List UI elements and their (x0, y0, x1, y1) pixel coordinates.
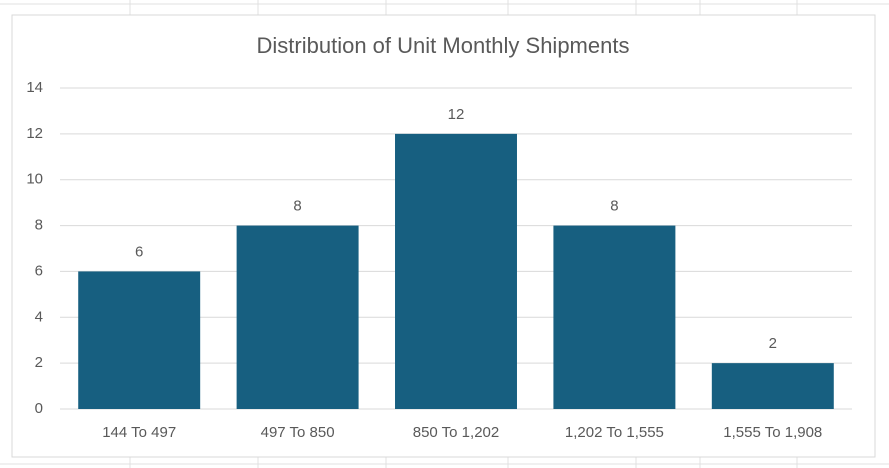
y-tick-label: 2 (35, 354, 43, 371)
y-tick-label: 4 (35, 308, 43, 325)
x-tick-label: 497 To 850 (261, 424, 335, 441)
bar (711, 363, 834, 409)
y-tick-label: 12 (26, 125, 43, 142)
value-label: 6 (135, 243, 143, 260)
x-tick-label: 1,202 To 1,555 (565, 424, 664, 441)
bar (78, 271, 201, 409)
x-tick-label: 1,555 To 1,908 (723, 424, 822, 441)
x-tick-label: 850 To 1,202 (413, 424, 499, 441)
value-label: 2 (769, 335, 777, 352)
bar (553, 225, 676, 409)
y-tick-label: 6 (35, 262, 43, 279)
bar (236, 225, 359, 409)
x-tick-label: 144 To 497 (102, 424, 176, 441)
y-tick-label: 10 (26, 171, 43, 188)
chart-title: Distribution of Unit Monthly Shipments (257, 33, 630, 58)
value-label: 8 (610, 198, 618, 215)
value-label: 12 (448, 106, 465, 123)
bar (395, 133, 517, 409)
y-tick-label: 0 (35, 400, 43, 417)
y-tick-label: 14 (26, 79, 43, 96)
y-tick-label: 8 (35, 217, 43, 234)
value-label: 8 (293, 198, 301, 215)
